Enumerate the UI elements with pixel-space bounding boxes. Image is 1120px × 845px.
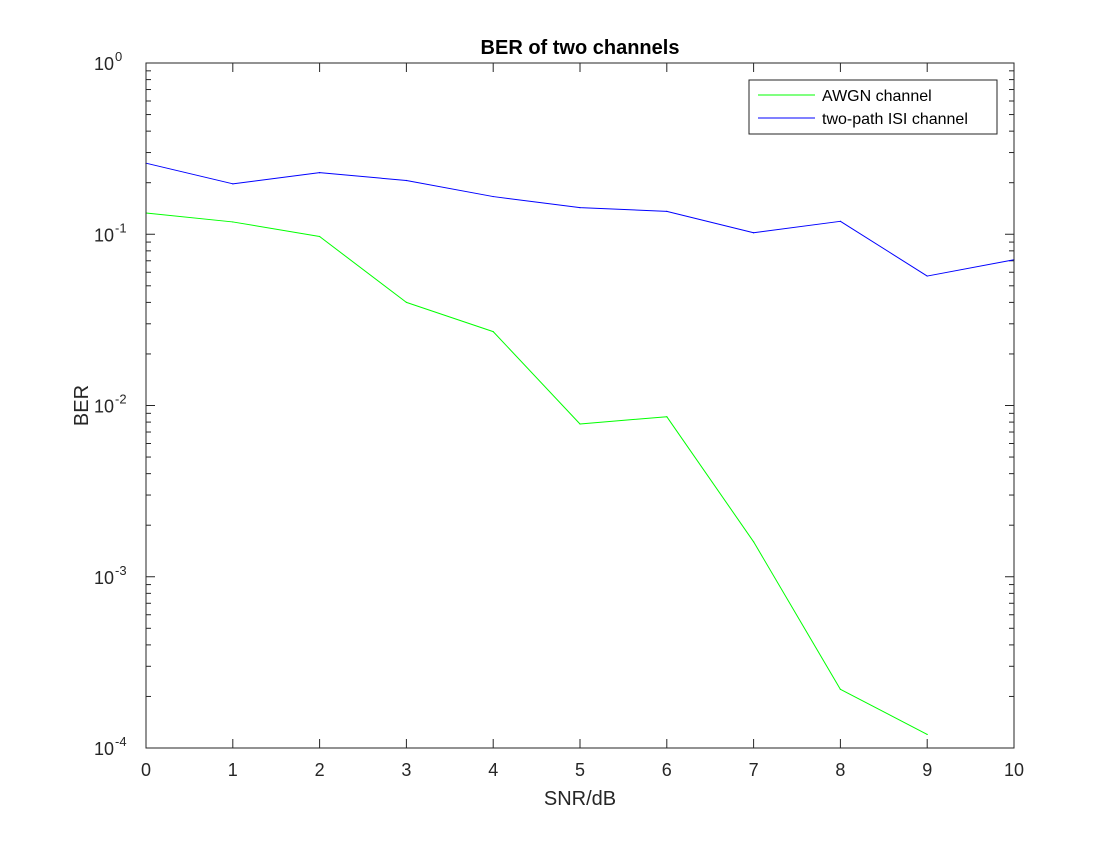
x-tick-label: 9: [922, 760, 932, 780]
y-tick-label: 10: [94, 739, 114, 759]
chart-title: BER of two channels: [481, 37, 680, 59]
series-1-point: [839, 220, 842, 222]
series-1-point: [319, 172, 321, 174]
series-1-point: [232, 183, 234, 185]
y-tick-base: 10: [94, 54, 114, 74]
series-0-point: [319, 235, 321, 238]
plot-frame: [145, 62, 1015, 749]
y-tick-base: 10: [94, 225, 114, 245]
series-0-point: [492, 331, 494, 333]
series-0-point: [839, 688, 842, 690]
y-tick-exponent: 0: [115, 49, 122, 64]
x-tick-label: 1: [228, 760, 238, 780]
legend-label-isi: two-path ISI channel: [822, 111, 968, 128]
x-tick-label: 3: [401, 760, 411, 780]
x-tick-labels: 0 1 2 3 4 5 6 7 8 9 10: [141, 760, 1024, 780]
series-1-point: [492, 195, 494, 198]
y-tick-label: 10: [94, 225, 114, 245]
series-0-point: [232, 221, 234, 223]
series-1-point: [666, 210, 668, 212]
legend-box: [748, 79, 998, 135]
y-tick-exponent: -1: [115, 220, 127, 235]
y-tick-label: 10: [94, 568, 114, 588]
y-axis-label: BER: [71, 385, 93, 426]
legend: AWGN channel two-path ISI channel: [748, 79, 998, 135]
y-tick-exponent: -2: [115, 392, 127, 407]
series-0-point: [753, 541, 755, 543]
y-tick-label: 10: [94, 54, 114, 74]
series-line-0: [145, 212, 928, 735]
x-tick-label: 5: [575, 760, 585, 780]
legend-label-awgn: AWGN channel: [822, 88, 932, 105]
series-1-point: [579, 207, 581, 209]
x-tick-label: 2: [315, 760, 325, 780]
x-tick-label: 10: [1004, 760, 1024, 780]
y-tick-base: 10: [94, 568, 114, 588]
series-0-point: [666, 416, 668, 418]
x-axis-label: SNR/dB: [544, 788, 616, 810]
plot-area: [146, 63, 1014, 748]
series-0-point: [579, 423, 581, 425]
x-tick-label: 0: [141, 760, 151, 780]
series-1-point: [926, 275, 928, 277]
x-tick-label: 7: [749, 760, 759, 780]
series-1-point: [405, 179, 407, 182]
x-tick-label: 8: [835, 760, 845, 780]
y-tick-base: 10: [94, 739, 114, 759]
series-0-point: [926, 733, 928, 736]
y-tick-base: 10: [94, 397, 114, 417]
series-1-point: [753, 232, 755, 234]
y-tick-exponent: -3: [115, 563, 127, 578]
x-tick-label: 6: [662, 760, 672, 780]
x-tick-label: 4: [488, 760, 498, 780]
y-tick-exponent: -4: [115, 734, 127, 749]
y-tick-label: 10: [94, 397, 114, 417]
series-0-point: [405, 301, 407, 303]
